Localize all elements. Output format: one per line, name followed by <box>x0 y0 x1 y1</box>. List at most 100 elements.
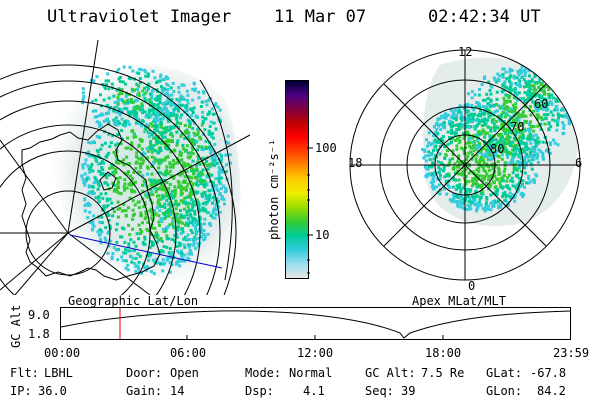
aurora-pixel <box>179 116 182 120</box>
aurora-pixel <box>447 172 451 176</box>
aurora-pixel <box>156 194 159 198</box>
aurora-pixel <box>491 200 495 204</box>
aurora-pixel <box>123 124 127 128</box>
aurora-pixel <box>546 85 550 88</box>
aurora-pixel <box>507 130 511 134</box>
aurora-pixel <box>160 188 164 192</box>
aurora-pixel <box>214 127 218 131</box>
aurora-pixel <box>136 88 139 91</box>
aurora-pixel <box>462 147 466 151</box>
aurora-pixel <box>457 154 461 158</box>
aurora-pixel <box>115 148 119 152</box>
aurora-pixel <box>451 114 455 118</box>
aurora-pixel <box>562 131 566 135</box>
instrument-title: Ultraviolet Imager <box>47 7 232 27</box>
aurora-pixel <box>537 85 541 89</box>
aurora-pixel <box>115 190 119 194</box>
aurora-pixel <box>484 164 488 168</box>
aurora-pixel <box>165 126 169 129</box>
aurora-pixel <box>131 100 135 104</box>
aurora-pixel <box>528 86 532 90</box>
aurora-pixel <box>131 217 135 221</box>
aurora-pixel <box>105 197 109 201</box>
aurora-pixel <box>186 101 190 105</box>
aurora-pixel <box>147 135 151 139</box>
aurora-pixel <box>547 92 551 96</box>
aurora-pixel <box>479 195 482 199</box>
aurora-pixel <box>92 79 96 83</box>
aurora-pixel <box>173 103 177 107</box>
aurora-pixel <box>164 229 168 233</box>
info-seq-label: Seq: <box>365 384 394 398</box>
aurora-pixel <box>461 173 465 176</box>
aurora-pixel <box>183 201 187 204</box>
aurora-pixel <box>150 270 153 274</box>
aurora-pixel <box>159 146 163 150</box>
aurora-pixel <box>183 137 187 140</box>
aurora-pixel <box>475 208 479 212</box>
aurora-pixel <box>537 107 541 111</box>
aurora-pixel <box>205 103 209 107</box>
aurora-pixel <box>120 255 124 259</box>
aurora-pixel <box>492 76 496 80</box>
aurora-pixel <box>454 171 457 175</box>
time-tick-1200: 12:00 <box>297 346 334 360</box>
aurora-pixel <box>177 99 181 103</box>
aurora-pixel <box>521 69 525 73</box>
aurora-pixel <box>191 148 195 152</box>
aurora-pixel <box>456 202 460 206</box>
aurora-pixel <box>496 149 500 153</box>
aurora-pixel <box>168 253 172 257</box>
aurora-pixel <box>433 125 437 129</box>
aurora-pixel <box>524 120 528 124</box>
aurora-pixel <box>148 112 152 116</box>
aurora-pixel <box>422 156 426 160</box>
aurora-pixel <box>486 118 489 122</box>
aurora-pixel <box>501 139 505 143</box>
aurora-pixel <box>87 177 91 181</box>
aurora-pixel <box>540 83 544 87</box>
aurora-pixel <box>147 192 151 196</box>
aurora-pixel <box>208 110 211 114</box>
aurora-pixel <box>184 131 188 135</box>
aurora-pixel <box>157 179 161 183</box>
aurora-pixel <box>519 129 523 133</box>
aurora-pixel <box>145 192 149 196</box>
aurora-pixel <box>475 124 479 128</box>
time-tick-1800: 18:00 <box>425 346 462 360</box>
aurora-pixel <box>442 169 445 173</box>
aurora-pixel <box>550 102 554 106</box>
aurora-pixel <box>165 82 169 86</box>
aurora-pixel <box>174 207 178 211</box>
aurora-pixel <box>153 130 157 134</box>
aurora-pixel <box>192 106 196 110</box>
aurora-pixel <box>150 244 154 248</box>
aurora-pixel <box>137 170 141 174</box>
aurora-pixel <box>511 171 515 175</box>
aurora-pixel <box>547 122 551 126</box>
aurora-pixel <box>160 140 164 144</box>
aurora-pixel <box>483 132 487 136</box>
aurora-pixel <box>493 152 497 156</box>
aurora-pixel <box>141 111 145 115</box>
aurora-pixel <box>467 137 471 141</box>
info-seq-value: 39 <box>401 384 416 398</box>
aurora-pixel <box>548 151 552 155</box>
aurora-pixel <box>480 124 484 128</box>
aurora-pixel <box>113 101 117 104</box>
aurora-pixel <box>87 184 91 188</box>
aurora-pixel <box>561 88 565 92</box>
aurora-pixel <box>479 192 483 196</box>
aurora-pixel <box>199 229 203 232</box>
aurora-pixel <box>189 107 193 111</box>
aurora-pixel <box>171 134 175 138</box>
aurora-pixel <box>130 143 134 147</box>
aurora-pixel <box>190 184 194 188</box>
aurora-pixel <box>523 68 527 71</box>
aurora-pixel <box>173 107 177 111</box>
aurora-pixel <box>155 140 159 144</box>
aurora-pixel <box>445 114 449 118</box>
aurora-pixel <box>525 152 528 156</box>
aurora-pixel <box>169 101 173 105</box>
aurora-pixel <box>504 85 508 89</box>
